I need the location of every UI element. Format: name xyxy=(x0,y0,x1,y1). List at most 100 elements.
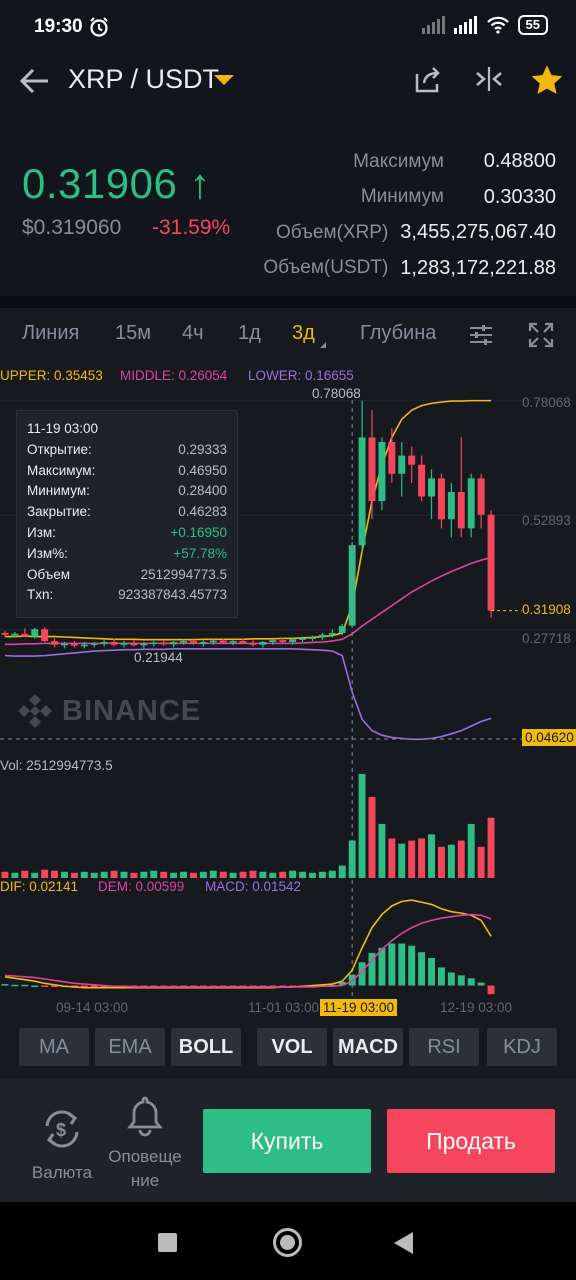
volume-bar xyxy=(299,871,307,878)
macd-histogram-bar xyxy=(338,981,346,986)
indicator-ema[interactable]: EMA xyxy=(95,1028,165,1066)
alert-button[interactable]: Оповеще ние xyxy=(100,1094,190,1191)
candle-body xyxy=(90,643,98,645)
candle-body xyxy=(70,643,78,646)
candle-body xyxy=(219,640,227,643)
pair-title[interactable]: XRP / USDT xyxy=(68,64,220,94)
compare-icon[interactable] xyxy=(474,64,504,99)
indicator-macd[interactable]: MACD xyxy=(333,1028,403,1066)
volume-bar xyxy=(219,871,227,878)
volume-bar xyxy=(160,871,168,878)
fullscreen-icon[interactable] xyxy=(528,322,554,353)
tab-line[interactable]: Линия xyxy=(22,322,80,344)
x-axis-label: 12-19 03:00 xyxy=(440,1000,513,1015)
candle-body xyxy=(418,464,426,497)
tab-1d[interactable]: 1д xyxy=(238,322,261,344)
volume-bar xyxy=(61,871,68,878)
volume-bar xyxy=(328,870,336,878)
candle-body xyxy=(259,642,267,645)
indicator-rsi[interactable]: RSI xyxy=(409,1028,479,1066)
star-favorite-icon[interactable] xyxy=(530,64,564,101)
tab-4h[interactable]: 4ч xyxy=(182,322,204,344)
sell-button[interactable]: Продать xyxy=(387,1109,555,1173)
macd-histogram-bar xyxy=(447,972,455,986)
stat-volume-quote: Объем(USDT) 1,283,172,221.88 xyxy=(263,256,556,279)
volume-bar xyxy=(408,840,416,878)
y-axis-label-low: 0.27718 xyxy=(522,631,571,646)
volume-bar xyxy=(447,844,455,878)
bell-icon xyxy=(127,1096,163,1137)
settings-sliders-icon[interactable] xyxy=(468,322,494,353)
candle-body xyxy=(279,640,287,642)
volume-bar xyxy=(378,823,386,878)
indicator-boll[interactable]: BOLL xyxy=(171,1028,241,1066)
volume-bar xyxy=(110,870,118,878)
candle-body xyxy=(467,478,475,529)
buy-button[interactable]: Купить xyxy=(203,1109,371,1173)
indicator-vol[interactable]: VOL xyxy=(257,1028,327,1066)
volume-bar xyxy=(21,870,29,878)
share-icon[interactable] xyxy=(414,64,442,99)
volume-bar xyxy=(477,846,485,878)
volume-bar xyxy=(388,838,396,878)
macd-histogram-bar xyxy=(437,967,445,986)
candle-body xyxy=(388,442,396,474)
candle-body xyxy=(11,633,19,636)
candle-body xyxy=(110,642,118,645)
candle-body xyxy=(457,492,465,529)
stat-low: Минимум 0.30330 xyxy=(360,185,556,208)
divider xyxy=(0,296,576,308)
indicator-ma[interactable]: MA xyxy=(19,1028,89,1066)
last-price: 0.31906 ↑ xyxy=(22,160,211,207)
tooltip-row: Минимум: 0.28400 xyxy=(27,483,227,499)
volume-bar xyxy=(100,871,108,878)
watermark-text: BINANCE xyxy=(62,694,202,727)
stats-list: Максимум 0.48800 Минимум 0.30330 Объем(XRP… xyxy=(263,144,556,286)
alert-label-line2: ние xyxy=(130,1171,160,1190)
candle-body xyxy=(338,626,346,633)
macd-histogram-bar xyxy=(428,958,435,986)
chart-canvas[interactable] xyxy=(0,362,576,1018)
boll-middle-line xyxy=(4,556,492,646)
boll-upper-line xyxy=(4,399,492,641)
candle-body xyxy=(299,638,307,640)
back-arrow-icon[interactable] xyxy=(18,64,52,103)
candle-body xyxy=(21,633,29,637)
candle-body xyxy=(447,492,455,520)
boll-upper-legend: UPPER: 0.35453 xyxy=(0,368,103,383)
volume-bar xyxy=(467,823,475,878)
alert-label-line1: Оповеще xyxy=(108,1147,182,1166)
candle-body xyxy=(398,455,406,474)
macd-histogram-bar xyxy=(80,985,88,988)
volume-bar xyxy=(199,871,207,878)
recents-icon[interactable] xyxy=(158,1233,177,1252)
svg-text:$: $ xyxy=(56,1120,66,1140)
candle-body xyxy=(437,478,445,520)
volume-bar xyxy=(309,872,316,878)
indicator-kdj[interactable]: KDJ xyxy=(487,1028,557,1066)
currency-swap-icon: $ xyxy=(45,1110,79,1148)
candle-body xyxy=(487,514,495,611)
tooltip-row: Открытие: 0.29333 xyxy=(27,441,227,457)
signal-icon xyxy=(421,16,445,34)
binance-watermark: BINANCE xyxy=(16,692,201,730)
tab-depth[interactable]: Глубина xyxy=(360,322,437,344)
pair-dropdown-caret-icon[interactable] xyxy=(214,75,234,85)
volume-bar xyxy=(150,870,158,878)
back-nav-icon[interactable] xyxy=(394,1232,413,1254)
candle-body xyxy=(1,632,9,635)
volume-bar xyxy=(368,796,376,878)
candle-body xyxy=(150,642,158,644)
volume-bar xyxy=(189,872,197,878)
tab-3d[interactable]: 3д xyxy=(292,322,315,344)
currency-button[interactable]: $ Валюта xyxy=(28,1106,96,1183)
candle-body xyxy=(328,632,336,635)
macd-value-legend: MACD: 0.01542 xyxy=(205,879,302,894)
volume-bar xyxy=(180,871,187,878)
candle-body xyxy=(239,641,247,643)
tab-15m[interactable]: 15м xyxy=(115,322,151,344)
volume-bar xyxy=(279,871,287,878)
candle-body xyxy=(130,642,138,646)
home-icon[interactable] xyxy=(273,1228,302,1257)
volume-bar xyxy=(457,840,465,878)
